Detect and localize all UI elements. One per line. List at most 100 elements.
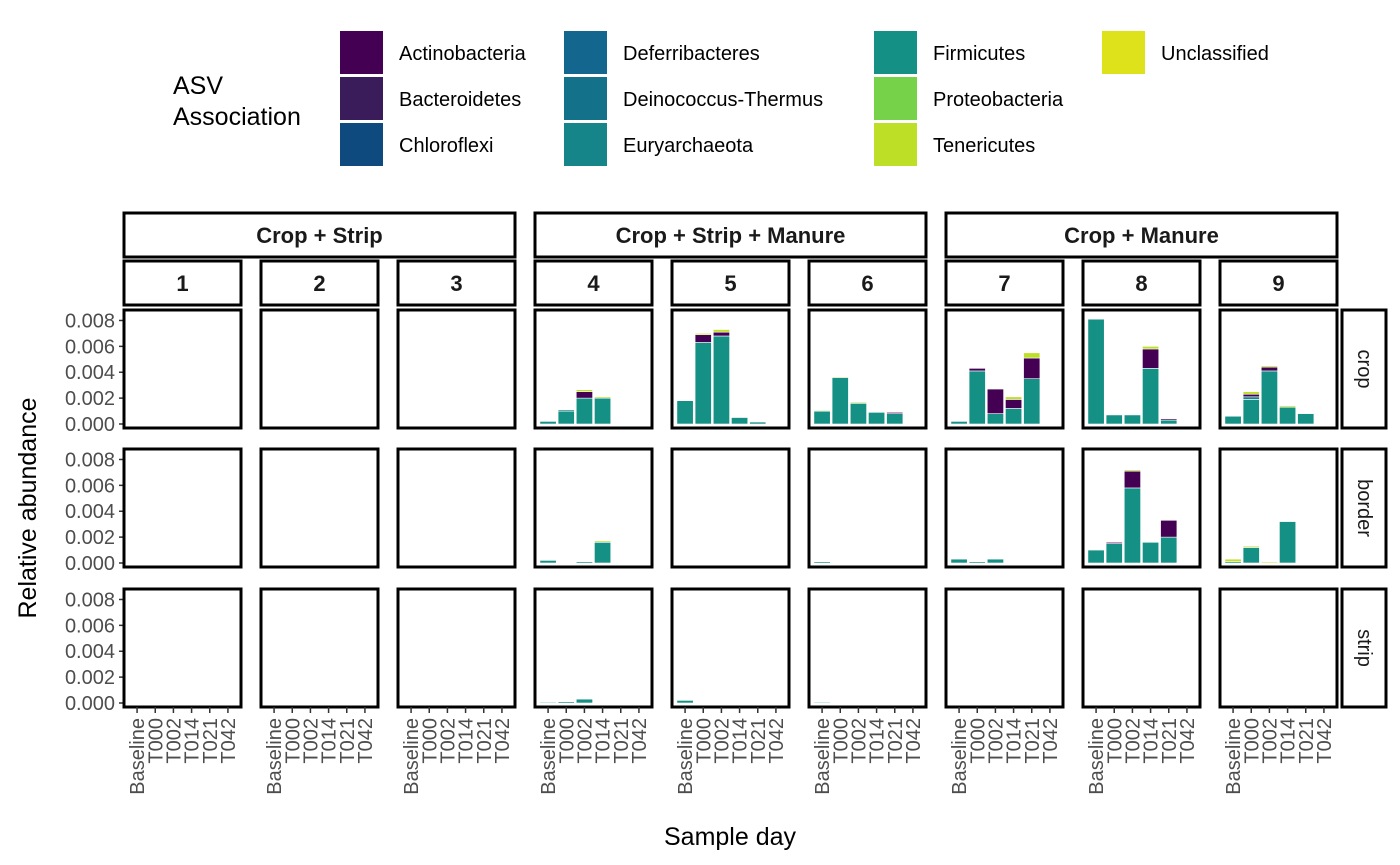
bar-segment	[1023, 352, 1041, 359]
bar-segment	[986, 388, 1004, 414]
x-tick-label: T002	[300, 718, 322, 764]
x-tick-label: T042	[903, 718, 925, 764]
x-tick-label: T002	[1122, 718, 1144, 764]
panel-border	[396, 308, 517, 430]
x-tick-label: T000	[1241, 718, 1263, 764]
bar-segment	[1105, 414, 1123, 425]
panel-background	[535, 310, 652, 428]
x-tick-label: T014	[182, 718, 204, 764]
bar-segment	[594, 540, 612, 543]
legend-label: Bacteroidetes	[399, 89, 521, 111]
facet-panel	[670, 447, 791, 569]
row-strip	[1340, 308, 1388, 430]
row-label: crop	[1353, 350, 1375, 389]
x-tick-label: T042	[766, 718, 788, 764]
bar-segment	[1105, 541, 1123, 544]
x-tick-label: T000	[145, 718, 167, 764]
panel-background	[672, 589, 789, 707]
bar-segment	[1123, 487, 1141, 564]
facet-panel	[1218, 308, 1339, 430]
panel-border	[1081, 447, 1202, 569]
bar-segment	[1224, 558, 1242, 563]
panel-border	[122, 308, 243, 430]
treatment-strip	[944, 211, 1339, 259]
facet-panel	[122, 587, 243, 709]
plot-label: 8	[1135, 271, 1147, 296]
bar-segment	[849, 401, 867, 404]
x-tick-label: T021	[337, 718, 359, 764]
bar-segment	[849, 402, 867, 425]
x-tick-label: T014	[1141, 718, 1163, 764]
bar-segment	[594, 397, 612, 425]
y-axis-title: Relative abundance	[14, 398, 42, 619]
legend-swatch	[340, 31, 383, 74]
legend-label: Proteobacteria	[933, 89, 1064, 111]
panel-border	[807, 308, 928, 430]
x-tick-label: T002	[848, 718, 870, 764]
legend-title-line: ASV	[173, 72, 223, 100]
panel-background	[946, 589, 1063, 707]
legend-swatch	[564, 77, 607, 120]
x-tick-label: T000	[419, 718, 441, 764]
legend-label: Unclassified	[1161, 43, 1269, 65]
y-tick-label: 0.008	[65, 449, 115, 471]
bar-segment	[1160, 419, 1178, 425]
x-tick-label: T021	[474, 718, 496, 764]
panel-background	[1083, 449, 1200, 567]
bar-segment	[575, 391, 593, 399]
x-tick-label: T014	[1278, 718, 1300, 764]
legend-swatch	[874, 31, 917, 74]
bar-segment	[731, 417, 749, 425]
facet-panel	[944, 308, 1065, 430]
bar-segment	[694, 333, 712, 336]
bar-segment	[557, 409, 575, 412]
x-tick-label: T042	[629, 718, 651, 764]
x-tick-label: Baseline	[675, 718, 697, 795]
facet-panel	[807, 447, 928, 569]
bar-segment	[1224, 415, 1242, 425]
bar-segment	[1297, 413, 1315, 425]
panel-background	[535, 449, 652, 567]
facet-panel	[533, 447, 654, 569]
plot-label: 1	[176, 271, 188, 296]
legend-label: Tenericutes	[933, 135, 1035, 157]
panel-border	[533, 587, 654, 709]
plot-label: 3	[450, 271, 462, 296]
facet-panel	[122, 447, 243, 569]
bar-segment	[575, 561, 593, 564]
bar-segment	[575, 389, 593, 392]
x-tick-label: T021	[748, 718, 770, 764]
x-tick-label: T042	[492, 718, 514, 764]
y-tick-label: 0.002	[65, 667, 115, 689]
panel-border	[1218, 447, 1339, 569]
x-tick-label: T021	[200, 718, 222, 764]
panel-background	[261, 589, 378, 707]
facet-panel	[259, 308, 380, 430]
panel-background	[124, 589, 241, 707]
bar-segment	[1160, 536, 1178, 564]
facet-panel	[533, 308, 654, 430]
bar-segment	[539, 560, 557, 564]
legend-label: Firmicutes	[933, 43, 1025, 65]
y-tick-label: 0.004	[65, 362, 115, 384]
panel-border	[1081, 308, 1202, 430]
bar-segment	[1242, 547, 1260, 564]
panel-border	[670, 308, 791, 430]
bar-segment	[676, 700, 694, 704]
panel-background	[1220, 310, 1337, 428]
panel-border	[807, 587, 928, 709]
y-tick-label: 0.000	[65, 553, 115, 575]
bar-segment	[1160, 418, 1178, 421]
panel-background	[946, 310, 1063, 428]
panel-border	[533, 308, 654, 430]
bar-segment	[1260, 365, 1278, 368]
panel-border	[122, 587, 243, 709]
treatment-strip	[122, 211, 517, 259]
plot-label: 5	[724, 271, 736, 296]
panel-background	[809, 589, 926, 707]
x-tick-label: T002	[1259, 718, 1281, 764]
plot-strip	[1081, 259, 1202, 307]
bar-segment	[986, 558, 1004, 564]
x-tick-label: Baseline	[812, 718, 834, 795]
